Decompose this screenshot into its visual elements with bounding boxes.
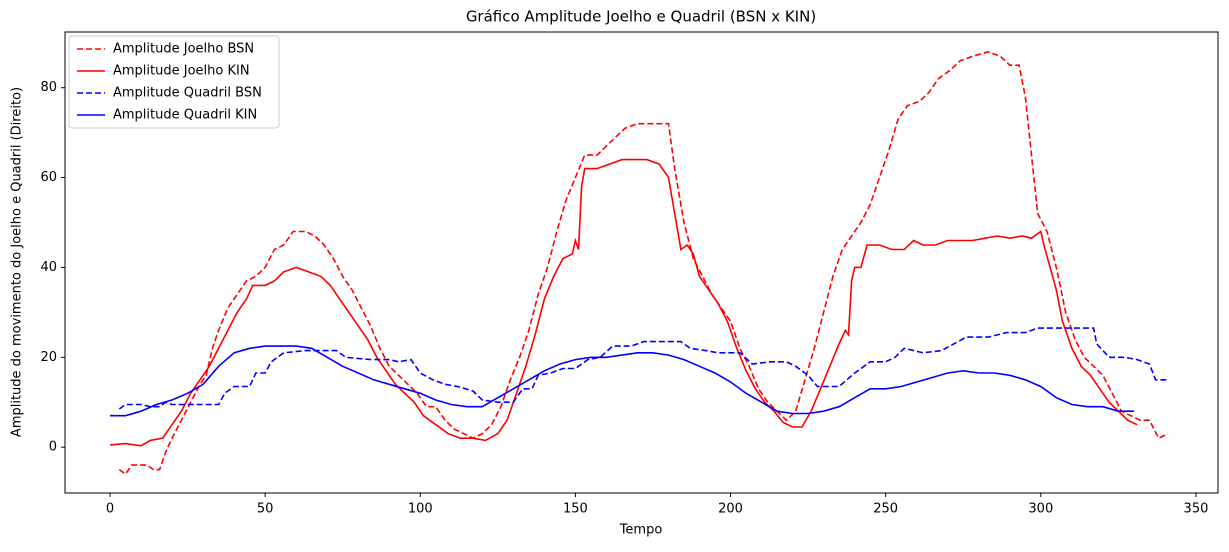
y-tick-label: 20: [40, 350, 57, 365]
x-tick-label: 50: [257, 502, 274, 517]
x-tick-label: 100: [408, 502, 433, 517]
x-tick-label: 350: [1184, 502, 1209, 517]
data-line: [118, 50, 1169, 476]
data-line: [110, 345, 1134, 417]
x-tick-label: 250: [873, 502, 898, 517]
chart-title: Gráfico Amplitude Joelho e Quadril (BSN …: [466, 8, 816, 26]
y-tick-label: 0: [49, 440, 57, 455]
y-tick-label: 60: [40, 170, 57, 185]
plot-frame: [64, 31, 1219, 494]
legend-label: Amplitude Quadril KIN: [113, 108, 257, 123]
legend-label: Amplitude Joelho BSN: [113, 42, 254, 57]
y-tick-label: 40: [40, 260, 57, 275]
legend-box: [68, 35, 280, 129]
x-tick-label: 150: [563, 502, 588, 517]
data-line: [109, 158, 1138, 447]
y-axis-label: Amplitude do movimento do Joelho e Quadr…: [10, 87, 25, 437]
x-tick-label: 0: [106, 502, 114, 517]
legend-label: Amplitude Joelho KIN: [113, 64, 250, 79]
x-tick-label: 200: [718, 502, 743, 517]
data-line: [118, 327, 1168, 410]
legend-label: Amplitude Quadril BSN: [113, 86, 262, 101]
x-axis-label: Tempo: [619, 523, 663, 538]
y-tick-label: 80: [40, 80, 57, 95]
x-tick-label: 300: [1028, 502, 1053, 517]
